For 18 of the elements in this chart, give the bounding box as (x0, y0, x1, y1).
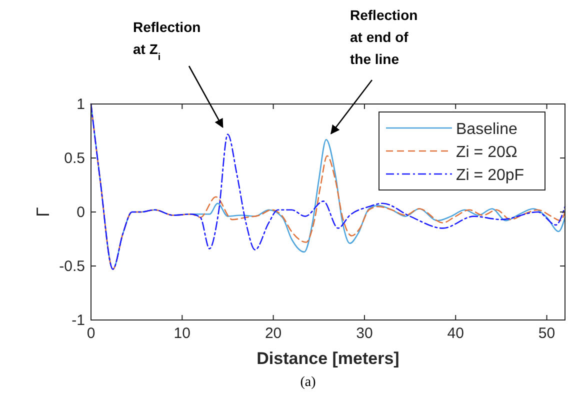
x-tick-label: 50 (538, 325, 556, 342)
legend-label: Zi = 20pF (456, 167, 524, 184)
text: (a) (300, 375, 316, 390)
y-tick-label: 0 (76, 204, 85, 221)
x-tick-label: 20 (264, 325, 282, 342)
annotation: Reflection at end of the line (350, 7, 418, 67)
y-tick-label: -1 (72, 312, 85, 329)
y-tick-label: 1 (76, 96, 85, 113)
x-tick-label: 10 (174, 325, 190, 342)
legend-label: Baseline (456, 121, 518, 138)
y-axis-title: Γ (33, 206, 53, 217)
x-tick-label: 40 (447, 325, 464, 342)
x-tick-label: 30 (356, 325, 373, 342)
legend-label: Zi = 20Ω (456, 144, 518, 161)
y-tick-label: -0.5 (59, 258, 85, 275)
y-tick-label: 0.5 (64, 150, 85, 167)
annotation: Reflection at Z$_{i}$ (133, 19, 201, 62)
x-axis-title: Distance [meters] (256, 349, 400, 368)
